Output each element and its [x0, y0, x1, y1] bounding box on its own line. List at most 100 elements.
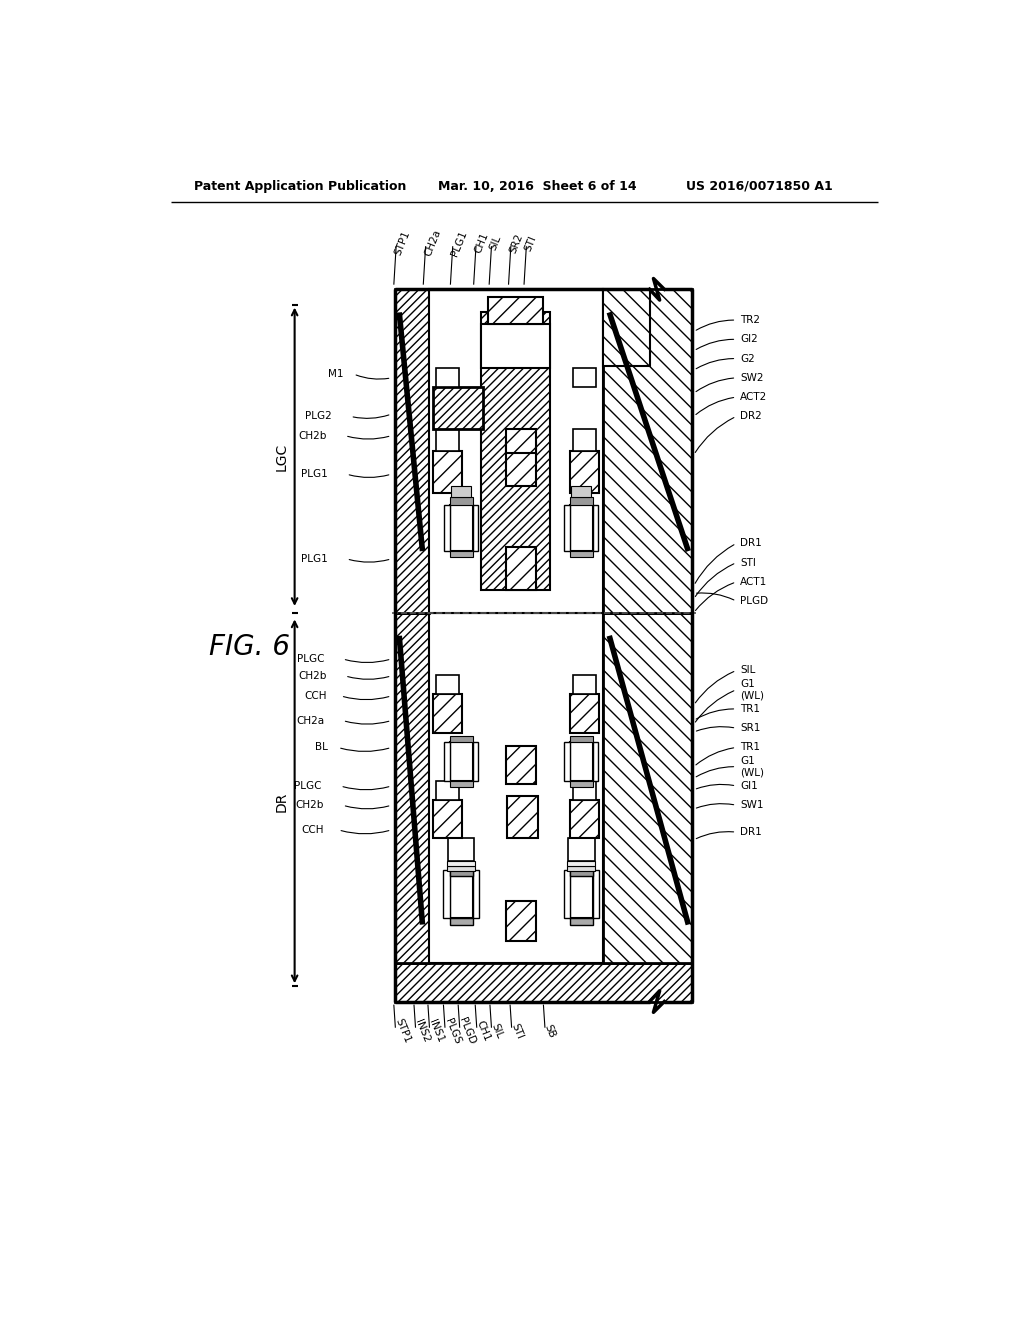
Text: ACT2: ACT2 — [740, 392, 768, 403]
Bar — [563, 870, 569, 919]
Text: TR1: TR1 — [740, 742, 760, 752]
Text: CH2b: CH2b — [296, 800, 324, 810]
Bar — [435, 780, 459, 800]
Text: SB: SB — [543, 1023, 557, 1039]
Bar — [569, 869, 593, 876]
Bar — [567, 866, 595, 871]
Bar — [395, 964, 692, 1002]
Text: SIL: SIL — [488, 234, 504, 252]
Bar — [443, 870, 450, 919]
Bar — [569, 876, 593, 919]
Bar — [480, 323, 550, 368]
Text: INS1: INS1 — [427, 1018, 445, 1044]
Bar — [506, 746, 536, 784]
Bar — [473, 870, 479, 919]
Bar — [444, 742, 450, 780]
Text: PLGC: PLGC — [294, 781, 322, 791]
Text: STP1: STP1 — [393, 1016, 412, 1044]
Bar — [569, 506, 593, 552]
Text: STI: STI — [509, 1022, 524, 1040]
Text: G1
(WL): G1 (WL) — [740, 678, 764, 701]
Bar — [564, 742, 569, 780]
Text: STI: STI — [740, 557, 756, 568]
Bar — [450, 737, 473, 742]
Bar — [395, 612, 429, 964]
Text: G2: G2 — [740, 354, 755, 363]
Bar — [507, 796, 538, 838]
Bar — [569, 919, 593, 924]
Text: SIL: SIL — [740, 665, 756, 676]
Bar — [506, 429, 536, 453]
Text: PLGC: PLGC — [297, 653, 324, 664]
Text: G1
(WL): G1 (WL) — [740, 756, 764, 777]
Bar — [569, 552, 593, 557]
Bar — [447, 862, 475, 866]
Bar — [435, 368, 459, 387]
Text: SR1: SR1 — [740, 723, 761, 733]
Text: STI: STI — [523, 234, 539, 252]
Bar — [450, 498, 473, 506]
Text: CCH: CCH — [302, 825, 324, 834]
Text: CCH: CCH — [304, 690, 327, 701]
Bar — [435, 429, 459, 451]
Text: CH2a: CH2a — [296, 715, 324, 726]
Text: FIG. 6: FIG. 6 — [209, 634, 291, 661]
Bar — [572, 780, 596, 800]
Text: PLG1: PLG1 — [301, 554, 328, 564]
Bar — [569, 737, 593, 742]
Text: TR2: TR2 — [740, 315, 760, 325]
Bar — [593, 506, 598, 552]
Text: PLGD: PLGD — [740, 597, 768, 606]
Bar — [569, 694, 599, 733]
Text: PLG2: PLG2 — [305, 412, 332, 421]
Text: TR1: TR1 — [740, 704, 760, 714]
Bar — [447, 866, 475, 871]
Text: SW2: SW2 — [740, 372, 764, 383]
Bar — [564, 506, 569, 552]
Bar — [432, 694, 462, 733]
Bar — [450, 552, 473, 557]
Bar — [593, 742, 598, 780]
Text: DR2: DR2 — [740, 412, 762, 421]
Text: GI2: GI2 — [740, 334, 758, 345]
Bar — [572, 675, 596, 694]
Bar — [444, 506, 450, 552]
Bar — [432, 800, 462, 838]
Text: DR1: DR1 — [740, 828, 762, 837]
Text: CH1: CH1 — [473, 231, 490, 255]
Bar — [450, 919, 473, 924]
Bar — [593, 870, 599, 919]
Text: STP1: STP1 — [393, 230, 412, 257]
Bar — [480, 313, 550, 590]
Text: Patent Application Publication: Patent Application Publication — [194, 180, 407, 193]
Bar — [568, 838, 595, 862]
Bar — [395, 289, 429, 612]
Bar — [432, 451, 462, 494]
Bar — [450, 780, 473, 787]
Bar — [572, 368, 596, 387]
Text: GI1: GI1 — [740, 781, 758, 791]
Bar — [450, 876, 473, 919]
Text: CH2b: CH2b — [298, 671, 327, 681]
Text: PLG1: PLG1 — [301, 469, 328, 479]
Text: SR2: SR2 — [508, 232, 524, 255]
Bar — [506, 444, 536, 486]
Bar — [473, 742, 478, 780]
Text: DR1: DR1 — [740, 539, 762, 548]
Bar — [450, 506, 473, 552]
Bar — [506, 902, 536, 941]
Text: PLGD: PLGD — [458, 1016, 477, 1045]
Bar — [473, 506, 478, 552]
Text: ACT1: ACT1 — [740, 577, 768, 587]
Text: SIL: SIL — [489, 1022, 504, 1040]
Text: SW1: SW1 — [740, 800, 764, 810]
Bar — [429, 289, 603, 612]
Bar — [569, 742, 593, 780]
Bar — [432, 387, 483, 429]
Bar — [603, 612, 692, 964]
Bar — [450, 869, 473, 876]
Bar — [429, 612, 603, 964]
Bar — [572, 429, 596, 451]
Text: PLGS: PLGS — [442, 1016, 462, 1045]
Text: CH2a: CH2a — [423, 228, 442, 257]
